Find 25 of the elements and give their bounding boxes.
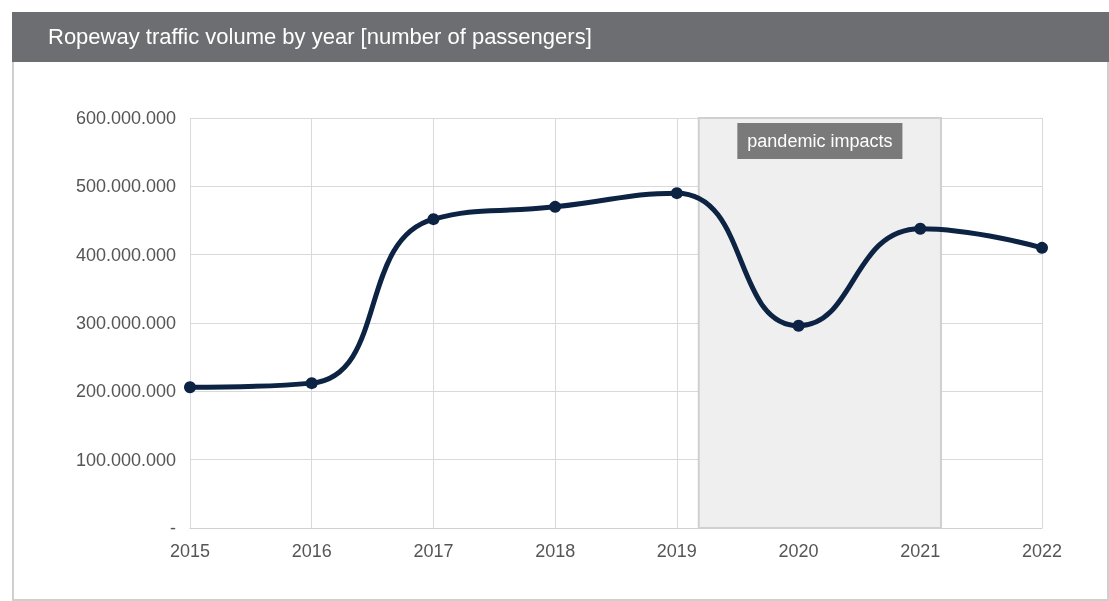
point — [792, 319, 805, 332]
point — [184, 381, 196, 394]
x-tick-label: 2018 — [535, 541, 576, 561]
y-tick-label: 200.000.000 — [75, 381, 176, 402]
y-tick-label: 400.000.000 — [75, 244, 176, 265]
y-tick-label: 600.000.000 — [75, 108, 176, 128]
point — [1036, 241, 1048, 254]
point — [427, 213, 440, 226]
point — [670, 187, 683, 200]
point — [549, 200, 562, 213]
x-tick-label: 2017 — [413, 541, 454, 561]
x-tick-label: 2016 — [291, 541, 332, 561]
point — [305, 377, 318, 390]
x-tick-label: 2015 — [169, 541, 211, 561]
x-tick-label: 2022 — [1021, 541, 1063, 561]
chart-title: Ropeway traffic volume by year [number of passengers] — [12, 12, 1109, 62]
y-tick-label: 100.000.000 — [75, 449, 176, 470]
point — [914, 222, 927, 235]
x-tick-label: 2020 — [778, 541, 819, 561]
y-tick-label: 500.000.000 — [75, 176, 176, 197]
x-tick-label: 2021 — [900, 541, 941, 561]
y-tick-label: - — [170, 518, 176, 538]
y-tick-label: 300.000.000 — [75, 313, 176, 333]
band-label: pandemic impacts — [747, 131, 893, 151]
x-tick-label: 2019 — [656, 541, 697, 561]
